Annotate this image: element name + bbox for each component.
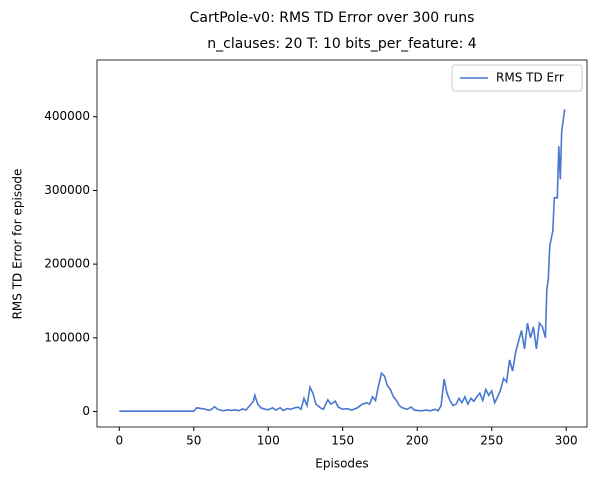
y-axis-label: RMS TD Error for episode [11, 169, 25, 320]
x-tick-label: 300 [555, 434, 578, 448]
y-tick-label: 100000 [44, 330, 90, 344]
x-tick-label: 150 [331, 434, 354, 448]
legend-label: RMS TD Err [496, 71, 564, 85]
plot-frame [96, 59, 588, 428]
y-tick-label: 300000 [44, 183, 90, 197]
line [119, 109, 566, 412]
chart-subtitle: n_clauses: 20 T: 10 bits_per_feature: 4 [207, 36, 477, 52]
y-tick-label: 200000 [44, 257, 90, 271]
y-tick-label: 0 [82, 404, 90, 418]
x-tick-label: 100 [257, 434, 280, 448]
x-tick-label: 0 [115, 434, 123, 448]
chart-title: CartPole-v0: RMS TD Error over 300 runs [190, 10, 475, 26]
x-tick-label: 50 [186, 434, 201, 448]
x-axis-label: Episodes [315, 457, 368, 471]
legend-box [451, 64, 583, 92]
x-tick-label: 250 [480, 434, 503, 448]
y-tick-label: 400000 [44, 109, 90, 123]
x-tick-label: 200 [406, 434, 429, 448]
